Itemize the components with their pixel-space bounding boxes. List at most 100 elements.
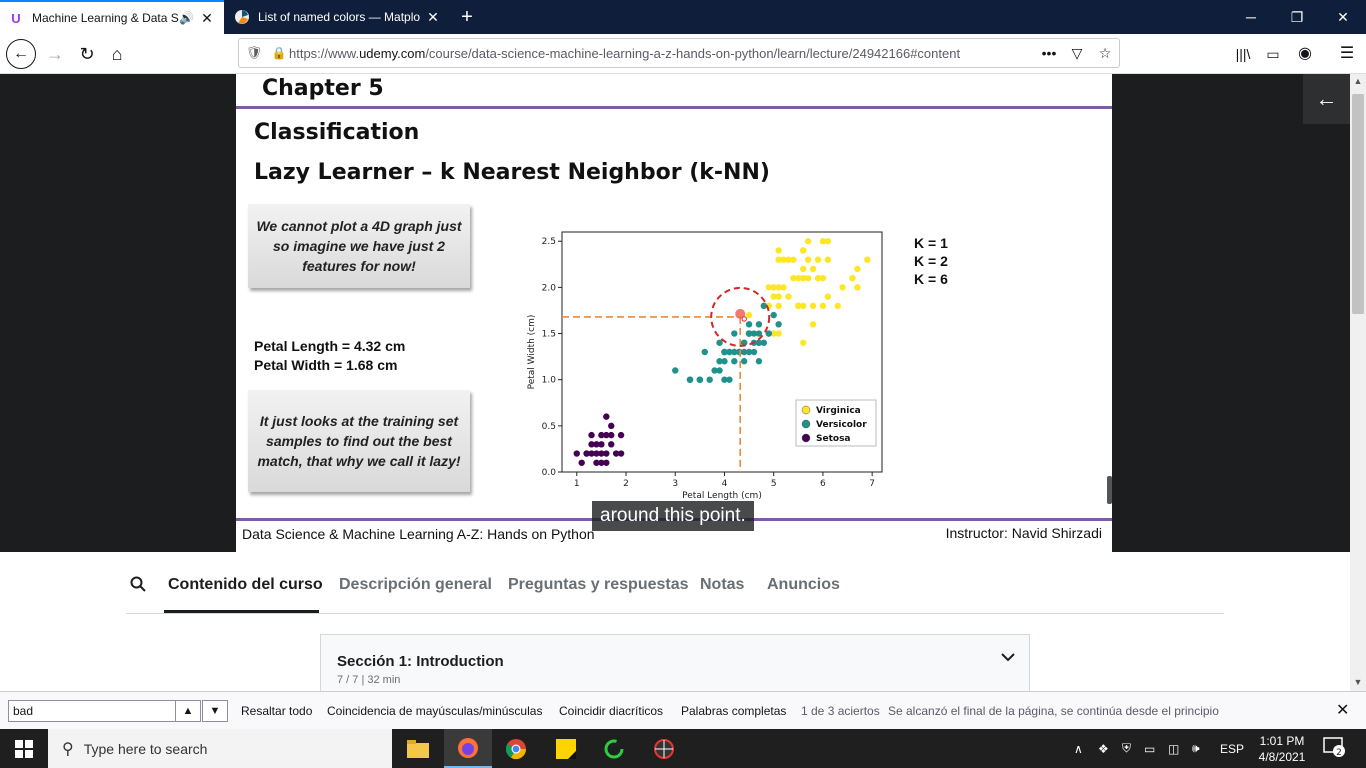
navigation-toolbar: ← → ↻ ⌂ 🛡 🔒 https://www.udemy.com/course… [0,34,1366,74]
refresh-app-icon[interactable] [590,729,638,768]
back-button[interactable]: ← [6,39,36,69]
whole-words-toggle[interactable]: Palabras completas [681,704,787,718]
url-bar[interactable]: 🛡 🔒 https://www.udemy.com/course/data-sc… [238,38,1120,68]
forward-button[interactable]: → [46,44,64,64]
browser-tab-strip: U Machine Learning & Data Sc 🔊 ✕ List of… [0,0,1366,34]
home-button[interactable]: ⌂ [111,44,123,64]
restore-icon[interactable]: ❐ [1290,9,1304,25]
sidebar-icon[interactable]: ▭ [1266,46,1280,62]
course-section[interactable]: Sección 1: Introduction 7 / 7 | 32 min [320,634,1030,691]
legend-label: Setosa [816,434,851,444]
data-point [721,358,728,365]
security-icon[interactable]: ⛨ [1122,741,1132,755]
scroll-up-icon[interactable]: ▲ [1353,76,1363,86]
menu-icon[interactable]: ☰ [1339,45,1355,62]
url-text[interactable]: https://www.udemy.com/course/data-scienc… [289,45,961,61]
x-tick-label: 6 [820,479,826,489]
find-next-button[interactable]: ▼ [202,700,228,722]
data-point [800,339,807,346]
data-point [731,330,738,337]
data-point [578,459,585,466]
y-tick-label: 1.5 [542,330,556,340]
tab-overview[interactable]: Descripción general [339,576,492,593]
speaker-icon[interactable]: 🔊 [179,11,194,25]
data-point [809,321,817,328]
page-actions-button[interactable]: ••• [1041,45,1057,61]
data-point [795,274,802,282]
data-point [814,274,822,282]
chevron-down-icon[interactable] [1001,649,1015,667]
data-point [780,256,787,263]
data-point [598,459,605,466]
language-indicator[interactable]: ESP [1220,741,1245,756]
find-input[interactable]: bad [8,700,176,722]
notification-icon[interactable]: 2 [1322,737,1346,761]
tray-chevron-icon[interactable]: ∧ [1074,741,1083,756]
reload-button[interactable]: ↻ [79,44,95,64]
lock-icon[interactable]: 🔒 [271,46,287,60]
udemy-icon: U [11,10,21,26]
tab-course-content[interactable]: Contenido del curso [168,576,323,593]
data-point [770,293,777,300]
taskbar-search[interactable]: ⚲ Type here to search [48,729,392,768]
file-explorer-icon[interactable] [394,729,442,768]
start-button[interactable] [0,729,48,768]
data-point [849,274,856,282]
firefox-icon[interactable] [444,729,492,768]
tab-notes[interactable]: Notas [700,576,745,593]
course-name-footer: Data Science & Machine Learning A-Z: Han… [242,526,595,542]
data-point [809,302,817,310]
tab-qa[interactable]: Preguntas y respuestas [508,576,689,593]
player-handle[interactable] [1107,476,1112,504]
data-point [775,330,782,337]
y-tick-label: 0.5 [542,422,556,432]
match-case-toggle[interactable]: Coincidencia de mayúsculas/minúsculas [327,704,543,718]
scroll-down-icon[interactable]: ▼ [1353,677,1363,687]
volume-icon[interactable]: 🕪 [1192,741,1200,755]
close-find-bar-icon[interactable]: ✕ [1336,702,1350,719]
match-diacritics-toggle[interactable]: Coincidir diacríticos [559,704,664,718]
tab-announcements[interactable]: Anuncios [767,576,840,593]
chrome-icon[interactable] [492,729,540,768]
scrollbar-thumb[interactable] [1352,94,1364,314]
find-previous-button[interactable]: ▲ [175,700,201,722]
data-point [800,274,807,282]
legend-marker [801,405,811,415]
data-point [745,321,753,328]
shield-icon[interactable]: 🛡 [245,45,263,60]
legend-marker [801,433,811,443]
tab-named-colors[interactable]: List of named colors — Matplo ✕ [226,0,450,34]
y-tick-label: 2.5 [542,237,556,247]
new-tab-button[interactable]: + [461,6,473,28]
x-tick-label: 3 [672,479,678,489]
network-icon[interactable]: ◫ [1168,741,1180,756]
instructor-footer: Instructor: Navid Shirzadi [945,525,1102,541]
dropbox-icon[interactable]: ❖ [1098,741,1109,756]
search-icon[interactable] [130,576,146,597]
data-point [780,284,787,291]
page-scrollbar[interactable]: ▲ ▼ [1350,74,1366,691]
highlight-all-toggle[interactable]: Resaltar todo [241,704,313,718]
minimize-icon[interactable]: ─ [1246,9,1256,25]
library-icon[interactable]: |||\ [1235,46,1251,62]
data-point [603,413,610,420]
data-point [721,348,728,356]
data-point [740,339,748,346]
petal-length-text: Petal Length = 4.32 cm [254,338,406,354]
legend-label: Virginica [816,406,861,416]
close-tab-icon[interactable]: ✕ [201,9,213,26]
battery-icon[interactable]: ▭ [1144,741,1156,756]
data-point [854,284,861,291]
back-arrow-icon[interactable]: ← [1303,74,1350,124]
pocket-icon[interactable]: ▽ [1071,44,1083,61]
tab-machine-learning[interactable]: U Machine Learning & Data Sc 🔊 ✕ [0,0,224,34]
sticky-notes-icon[interactable] [542,729,590,768]
clock[interactable]: 1:01 PM 4/8/2021 [1252,733,1312,765]
find-result-count: 1 de 3 aciertos [801,704,880,718]
close-tab-icon[interactable]: ✕ [427,8,439,25]
web-app-icon[interactable] [640,729,688,768]
bookmark-star-icon[interactable]: ☆ [1098,44,1112,61]
data-point [790,256,797,263]
account-icon[interactable]: ◉ [1298,45,1312,62]
close-window-icon[interactable]: ✕ [1337,9,1349,25]
